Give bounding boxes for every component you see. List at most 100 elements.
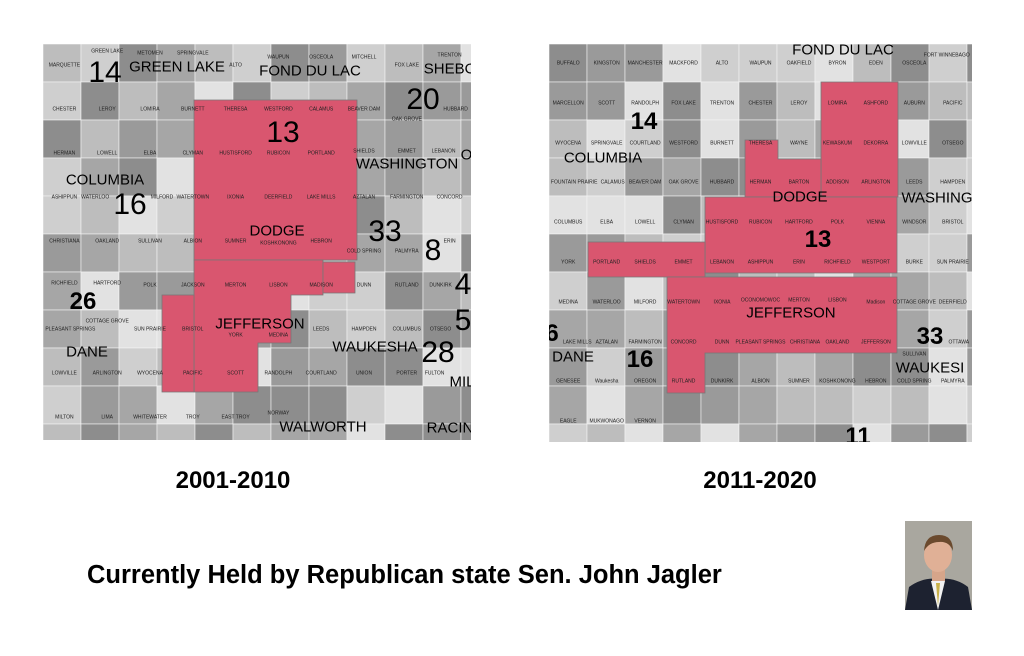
town-label: KEWASKUM xyxy=(822,140,852,146)
district-13-area xyxy=(161,294,195,393)
town-label: WYOCENA xyxy=(555,140,582,146)
town-label: ALBION xyxy=(751,378,770,385)
township-cell xyxy=(549,309,588,349)
town-label: BEAVER DAM xyxy=(347,106,381,113)
county-label: RACIN xyxy=(426,419,471,437)
township-cell xyxy=(662,81,702,121)
town-label: ASHIPPUN xyxy=(747,259,774,266)
township-cell xyxy=(43,423,82,440)
town-label: OREGON xyxy=(634,378,657,385)
township-cell xyxy=(460,195,471,235)
town-label: OAKLAND xyxy=(825,339,850,345)
township-cell xyxy=(270,423,310,440)
township-cell xyxy=(43,195,82,235)
town-label: JEFFERSON xyxy=(860,339,891,345)
township-cell xyxy=(624,385,664,425)
town-label: ALBION xyxy=(183,238,202,245)
town-label: MANCHESTER xyxy=(627,60,663,67)
county-label: DANE xyxy=(552,348,594,366)
town-label: CONCORD xyxy=(670,339,697,345)
town-label: LEBANON xyxy=(710,259,734,266)
headline: Currently Held by Republican state Sen. … xyxy=(87,561,722,589)
township-cell xyxy=(966,423,972,442)
town-label: WATERLOO xyxy=(592,299,621,306)
town-label: DUNN xyxy=(356,282,372,289)
township-cell xyxy=(422,271,462,311)
township-cell xyxy=(966,233,972,273)
town-label: KOSHKONONG xyxy=(260,240,297,247)
township-cell xyxy=(928,81,968,121)
district-number-label: 14 xyxy=(630,108,658,135)
township-cell xyxy=(384,309,424,349)
town-label: PACIFIC xyxy=(943,100,963,107)
town-label: TRENTON xyxy=(437,52,462,59)
town-label: KOSHKONONG xyxy=(819,378,856,385)
county-label: WAUKESHA xyxy=(332,338,418,356)
township-cell xyxy=(422,423,462,440)
township-cell xyxy=(966,119,972,159)
township-cell xyxy=(700,385,740,425)
county-label: WAUKESI xyxy=(895,359,965,377)
town-label: MILTON xyxy=(55,414,74,421)
township-cell xyxy=(308,423,348,440)
town-label: MACKFORD xyxy=(669,60,698,67)
township-cell xyxy=(966,81,972,121)
town-label: OSCEOLA xyxy=(309,54,334,61)
town-label: SCOTT xyxy=(227,370,245,377)
town-label: CHRISTIANA xyxy=(789,339,821,345)
township-cell xyxy=(776,347,816,387)
town-label: VERNON xyxy=(634,418,656,425)
town-label: MARQUETTE xyxy=(48,62,81,69)
county-label: MIL xyxy=(449,373,471,391)
township-cell xyxy=(662,423,702,442)
township-cell xyxy=(549,347,588,387)
town-label: UNION xyxy=(355,370,373,377)
town-label: CONCORD xyxy=(436,194,463,201)
district-number-label: 13 xyxy=(266,116,300,149)
town-label: ALTO xyxy=(715,60,729,67)
township-cell xyxy=(928,157,968,197)
town-label: LISBON xyxy=(269,282,288,289)
township-cell xyxy=(384,119,424,159)
town-label: PORTLAND xyxy=(593,259,621,266)
town-label: FOX LAKE xyxy=(671,100,696,107)
town-label: LEBANON xyxy=(431,148,456,155)
township-cell xyxy=(624,81,664,121)
town-label: HEBRON xyxy=(865,378,887,385)
township-cell xyxy=(852,423,892,442)
senator-portrait xyxy=(905,521,972,610)
town-label: HAMPDEN xyxy=(940,179,966,186)
township-cell xyxy=(586,157,626,197)
township-cell xyxy=(80,233,120,273)
town-label: WYOCENA xyxy=(137,370,163,377)
township-cell xyxy=(118,385,158,425)
town-label: METOMEN xyxy=(137,50,163,57)
town-label: MERTON xyxy=(224,282,247,289)
town-label: RICHFIELD xyxy=(51,280,78,287)
town-label: PACIFIC xyxy=(183,370,203,377)
town-label: IXONIA xyxy=(227,194,245,201)
town-label: SPRINGVALE xyxy=(177,50,209,57)
town-label: POLK xyxy=(830,219,845,226)
town-label: WAUPUN xyxy=(749,60,772,67)
town-label: AUBURN xyxy=(903,100,925,107)
district-number-label: 6 xyxy=(549,320,559,347)
township-cell xyxy=(738,347,778,387)
township-cell xyxy=(662,157,702,197)
town-label: COURTLAND xyxy=(305,370,337,377)
township-cell xyxy=(384,44,424,83)
town-label: DUNKIRK xyxy=(429,282,452,289)
township-cell xyxy=(156,119,196,159)
town-label: BRISTOL xyxy=(942,219,964,226)
township-cell xyxy=(928,347,968,387)
district-map-2011-2020: FOND DU LAC COLUMBIA DODGE WASHING JEFFERSON… xyxy=(549,44,972,442)
town-label: ALTO xyxy=(229,62,242,69)
town-label: WESTFORD xyxy=(669,140,698,146)
town-label: LAKE MILLS xyxy=(562,339,592,345)
town-label: BYRON xyxy=(828,60,847,67)
township-cell xyxy=(118,81,158,121)
township-cell xyxy=(928,423,968,442)
township-cell xyxy=(118,195,158,235)
town-label: SUMNER xyxy=(224,238,247,245)
township-cell xyxy=(384,233,424,273)
